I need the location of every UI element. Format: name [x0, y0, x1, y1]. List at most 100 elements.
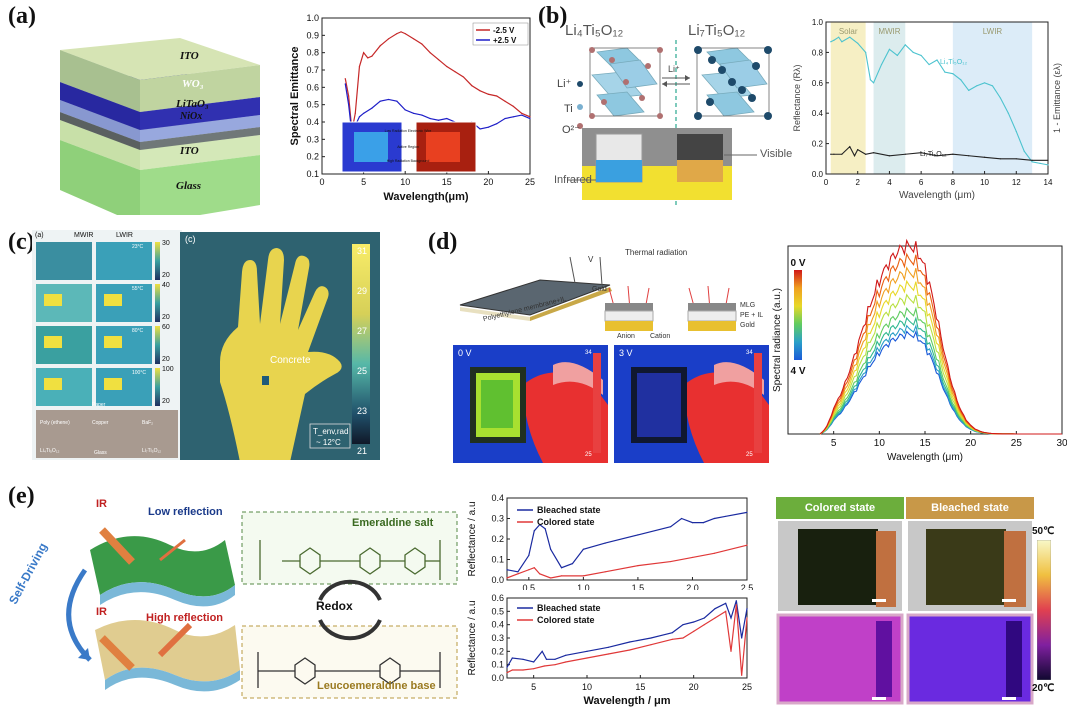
- series-point: [533, 668, 535, 670]
- series-point: [565, 654, 567, 656]
- d-label-anion: Anion: [617, 333, 635, 340]
- atom: [639, 95, 645, 101]
- grid-colorbar: [155, 368, 160, 406]
- y-tick-label: 0.4: [491, 620, 504, 630]
- series-point: [437, 119, 440, 121]
- series-point: [400, 31, 402, 33]
- hand-colorbar-tick: 27: [357, 326, 368, 336]
- series-point: [841, 41, 843, 43]
- series-point: [517, 573, 519, 575]
- y-tick-label: 0.8: [306, 48, 319, 58]
- radiance-series-8: [819, 238, 1062, 435]
- series-point: [830, 153, 832, 155]
- series-point: [529, 117, 531, 120]
- series-point: [533, 661, 535, 663]
- thermo-image-0v: [453, 345, 608, 463]
- y-axis-label-left: Reflectance (Rλ): [792, 64, 802, 131]
- series-point: [387, 98, 390, 101]
- photo-label: Paper: [92, 402, 106, 408]
- inset-label-background: High Radiation Background: [387, 159, 430, 163]
- series-point: [479, 90, 481, 92]
- series-point: [735, 604, 737, 606]
- panel-d-label: (d): [428, 229, 458, 255]
- series-point: [680, 517, 683, 520]
- ito-bottom-layer: [140, 135, 260, 170]
- series-point: [869, 79, 871, 81]
- series-point: [714, 608, 716, 610]
- redox-label: Redox: [316, 599, 353, 613]
- y-tick-label: 0.6: [812, 79, 824, 88]
- series-point: [379, 100, 381, 102]
- series-line-0: [506, 600, 748, 668]
- series-point: [857, 149, 859, 151]
- series-point: [849, 146, 851, 148]
- x-tick-label: 14: [1044, 178, 1053, 187]
- photo-label: Poly (ethene): [40, 420, 70, 426]
- series-point: [865, 153, 867, 155]
- series-point: [960, 79, 962, 81]
- series-point: [517, 571, 519, 573]
- atom: [738, 86, 746, 94]
- hand-shape: [220, 248, 342, 460]
- y-tick-label: 1.0: [812, 18, 824, 27]
- series-point: [533, 567, 535, 569]
- series-point: [607, 653, 609, 655]
- series-point: [968, 155, 970, 157]
- series-point: [936, 155, 938, 157]
- inset-left-active: [354, 132, 388, 162]
- series-point: [371, 55, 373, 57]
- series-point: [682, 624, 684, 626]
- visible-label: Visible: [760, 148, 793, 160]
- series-label-0: Li₄Ti₅O₁₂: [940, 59, 968, 66]
- radiance-series-0: [819, 330, 1062, 435]
- y-tick-label: 0.5: [491, 606, 504, 616]
- series-point: [833, 39, 835, 41]
- series-point: [976, 85, 978, 87]
- cbar-top-label: 50℃: [1032, 526, 1055, 537]
- grid-bar-bottom: 20: [162, 314, 170, 321]
- y-tick-label: 0.1: [491, 555, 504, 565]
- series-point: [724, 515, 726, 518]
- series-point: [928, 63, 930, 66]
- x-tick-label: 20: [689, 682, 699, 692]
- panel-e-chart-bottom: 5 10 15 20 25 0.0 0.1 0.2 0.3 0.4 0.5 0.6 Wavelength…: [467, 593, 752, 707]
- series-point: [703, 624, 705, 626]
- series-point: [1023, 150, 1025, 152]
- series-point: [462, 76, 465, 78]
- series-point: [533, 530, 535, 532]
- series-point: [604, 571, 606, 573]
- layer-label-litao3: LiTaO₃: [176, 98, 209, 110]
- legend-label: -2.5 V: [493, 26, 515, 35]
- low-reflection-label: Low reflection: [148, 506, 223, 518]
- atom: [589, 47, 595, 53]
- series-point: [670, 526, 672, 528]
- panel-c-label: (c): [8, 229, 35, 255]
- x-tick-label: 6: [919, 178, 924, 187]
- series-point: [396, 100, 398, 102]
- y-tick-label: 0.0: [491, 575, 504, 585]
- temp-note-line2: ~ 12°C: [316, 438, 341, 447]
- infrared-label: Infrared: [554, 174, 592, 186]
- photo-label: BaF₂: [142, 420, 154, 426]
- bleached-state-header: Bleached state: [906, 497, 1034, 519]
- x-tick-label: 25: [742, 682, 752, 692]
- series-point: [554, 664, 556, 666]
- thermo-0v-bottom: 25: [585, 452, 592, 458]
- grid-cell-lwir: [96, 242, 152, 280]
- series-point: [504, 100, 506, 102]
- series-point: [544, 528, 546, 530]
- series-point: [496, 123, 498, 125]
- grid-bar-bottom: 20: [162, 398, 170, 405]
- series-point: [670, 560, 672, 563]
- atom: [601, 99, 607, 105]
- y-tick-label: 0.7: [306, 65, 319, 75]
- panel-b-structures: [567, 40, 772, 205]
- series-point: [888, 155, 891, 157]
- x-tick-label: 2.5: [741, 583, 754, 590]
- inset-left: [341, 121, 403, 173]
- emeraldine-structure: [259, 540, 441, 580]
- series-point: [521, 114, 523, 116]
- series-point: [838, 36, 840, 38]
- y-tick-label: 0.2: [491, 534, 504, 544]
- struct-left-title: Li₄Ti₅O₁₂: [565, 22, 624, 39]
